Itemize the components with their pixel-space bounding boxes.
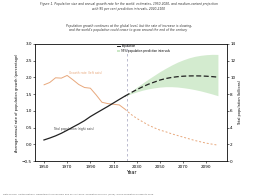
Text: Population growth continues at the global level, but the rate of increase is slo: Population growth continues at the globa… [66, 24, 191, 32]
Text: Data source: United Nations, Department of Economic and Social Affairs, Populati: Data source: United Nations, Department … [3, 193, 153, 195]
Y-axis label: Total population (billions): Total population (billions) [238, 80, 242, 125]
Legend: Population, 95% population prediction intervals: Population, 95% population prediction in… [117, 44, 170, 53]
Y-axis label: Average annual rate of population growth (percentage): Average annual rate of population growth… [15, 54, 19, 152]
Text: Growth rate (left axis): Growth rate (left axis) [69, 71, 103, 75]
Text: Total population (right axis): Total population (right axis) [53, 127, 94, 131]
X-axis label: Year: Year [126, 170, 136, 175]
Text: Figure 1. Population size and annual growth rate for the world: estimates, 1950-: Figure 1. Population size and annual gro… [40, 2, 217, 11]
